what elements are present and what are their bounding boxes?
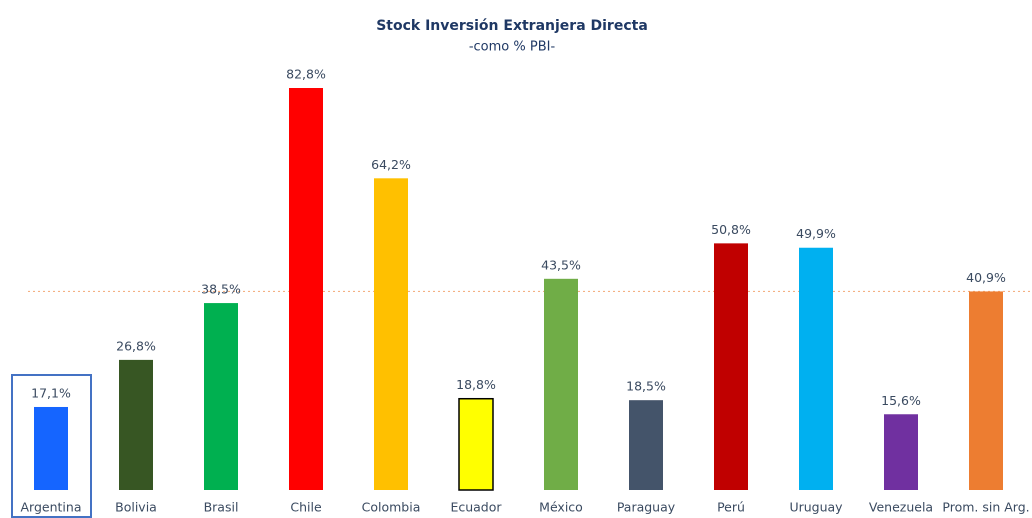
x-tick-label: Chile [290, 500, 322, 515]
value-label: 15,6% [881, 393, 921, 408]
x-tick-label: Bolivia [115, 500, 157, 515]
value-label: 64,2% [371, 157, 411, 172]
bar [374, 178, 408, 490]
value-label: 38,5% [201, 282, 241, 297]
x-tick-label: México [539, 500, 583, 515]
value-label: 82,8% [286, 67, 326, 82]
bar [714, 243, 748, 490]
value-label: 18,8% [456, 377, 496, 392]
value-label: 49,9% [796, 226, 836, 241]
x-tick-label: Perú [717, 500, 745, 515]
value-label: 40,9% [966, 270, 1006, 285]
x-tick-label: Brasil [204, 500, 239, 515]
value-label: 43,5% [541, 257, 581, 272]
x-tick-label: Paraguay [617, 500, 676, 515]
value-label: 17,1% [31, 385, 71, 400]
x-tick-label: Colombia [362, 500, 421, 515]
bar [289, 88, 323, 491]
bar [969, 291, 1003, 490]
x-tick-label: Argentina [21, 500, 82, 515]
bar [458, 397, 494, 491]
bar [629, 400, 663, 490]
chart-title: Stock Inversión Extranjera Directa [376, 18, 648, 34]
x-tick-label: Prom. sin Arg. [942, 500, 1029, 515]
value-label: 50,8% [711, 222, 751, 237]
bar [204, 303, 238, 490]
value-label: 18,5% [626, 379, 666, 394]
x-tick-label: Ecuador [450, 500, 502, 515]
x-tick-label: Venezuela [869, 500, 933, 515]
bar [544, 278, 578, 490]
bar [799, 247, 833, 490]
bar [884, 414, 918, 490]
bar [119, 359, 153, 490]
highlight-box [11, 374, 92, 518]
x-tick-label: Uruguay [789, 500, 843, 515]
value-label: 26,8% [116, 338, 156, 353]
bar [34, 406, 68, 490]
chart-subtitle: -como % PBI- [469, 40, 556, 55]
